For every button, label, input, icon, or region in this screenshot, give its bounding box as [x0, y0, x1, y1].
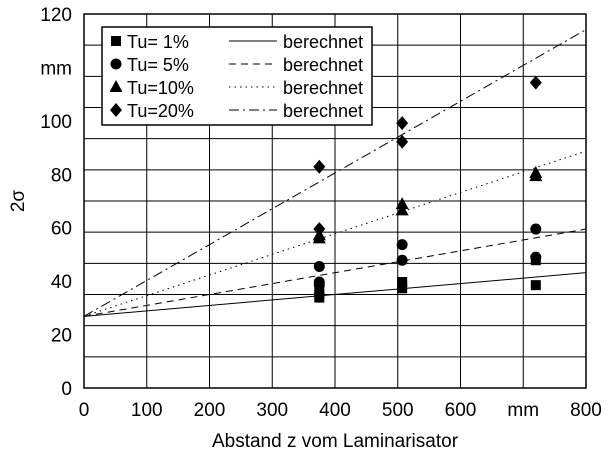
legend-fit-label: berechnet	[283, 101, 363, 121]
data-point-series-1	[397, 277, 408, 288]
y-tick-label: 80	[51, 165, 72, 186]
data-point-series-4	[396, 134, 409, 149]
data-point-series-2	[313, 260, 325, 272]
legend-series-name: Tu= 1%	[127, 32, 189, 52]
y-axis-label: 2σ	[8, 190, 29, 213]
x-tick-label: 200	[194, 400, 226, 421]
data-point-series-3	[395, 203, 409, 216]
legend-fit-label: berechnet	[283, 55, 363, 75]
fit-line-series-2	[83, 228, 587, 317]
data-point-series-4	[313, 159, 326, 174]
legend-marker	[110, 58, 122, 70]
legend-marker	[110, 103, 122, 117]
legend-marker	[111, 36, 121, 46]
legend-series-name: Tu= 5%	[127, 55, 189, 75]
data-point-series-2	[313, 276, 325, 288]
data-point-series-4	[529, 75, 542, 90]
y-tick-label: 120	[40, 5, 72, 26]
y-tick-label: 0	[61, 379, 72, 400]
y-tick-label: 60	[51, 219, 72, 240]
data-point-series-2	[396, 254, 408, 266]
legend: Tu= 1% berechnet Tu= 5% berechnet Tu=10% bere…	[101, 26, 373, 126]
data-point-series-3	[529, 165, 543, 178]
legend-box	[101, 26, 373, 126]
data-point-series-2	[530, 251, 542, 263]
legend-marker	[109, 80, 123, 92]
data-point-series-2	[530, 223, 542, 235]
fit-line-series-4	[83, 29, 587, 317]
x-tick-label: 500	[382, 400, 414, 421]
y-tick-label: 100	[40, 112, 72, 133]
x-axis-label: Abstand z vom Laminarisator	[212, 431, 459, 452]
fit-line-series-1	[83, 272, 587, 317]
legend-series-name: Tu=10%	[127, 78, 194, 98]
data-point-series-2	[396, 239, 408, 251]
x-tick-label: 600	[445, 400, 477, 421]
fit-lines	[83, 29, 587, 317]
x-tick-label: 800	[570, 400, 602, 421]
data-point-series-3	[395, 197, 409, 210]
tick-labels: 0 100 200 300 400 500 600 mm 800 0 20 40 60 80 100 mm 12…	[40, 5, 602, 421]
x-tick-label: 100	[131, 400, 163, 421]
y-tick-label: 20	[51, 326, 72, 347]
legend-series-name: Tu=20%	[127, 101, 194, 121]
legend-fit-label: berechnet	[283, 32, 363, 52]
plot-frame	[83, 13, 587, 389]
x-tick-label: mm	[507, 400, 539, 421]
legend-fit-label: berechnet	[283, 78, 363, 98]
data-point-series-1	[314, 286, 325, 297]
data-markers	[312, 75, 543, 303]
y-tick-label: mm	[40, 58, 72, 79]
x-tick-label: 300	[256, 400, 288, 421]
x-tick-label: 0	[79, 400, 90, 421]
y-tick-label: 40	[51, 272, 72, 293]
fit-line-series-3	[83, 150, 587, 317]
data-point-series-4	[396, 116, 409, 131]
data-point-series-4	[313, 222, 326, 237]
x-tick-label: 400	[319, 400, 351, 421]
data-point-series-1	[530, 280, 541, 291]
